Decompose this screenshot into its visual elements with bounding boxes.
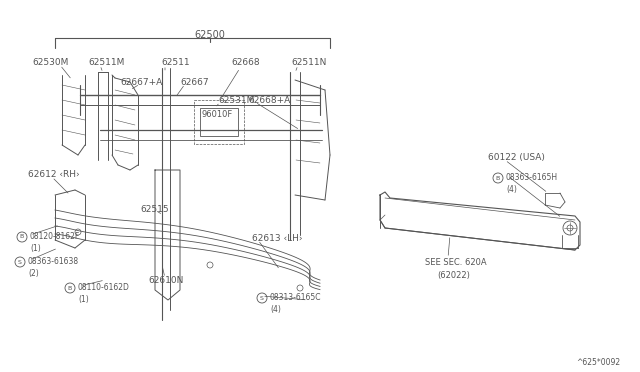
Text: 08313-6165C: 08313-6165C — [270, 293, 321, 302]
Text: 08363-6165H: 08363-6165H — [506, 173, 558, 182]
Text: (1): (1) — [78, 295, 89, 304]
Text: (62022): (62022) — [437, 271, 470, 280]
Text: (2): (2) — [28, 269, 39, 278]
Text: 62511: 62511 — [161, 58, 189, 67]
Text: ^625*0092: ^625*0092 — [576, 358, 620, 367]
Bar — [200, 108, 238, 136]
Text: 62610N: 62610N — [148, 276, 184, 285]
Text: 60122 (USA): 60122 (USA) — [488, 153, 545, 162]
Bar — [194, 100, 244, 144]
Text: 62511M: 62511M — [88, 58, 124, 67]
Text: 08120-8162F: 08120-8162F — [30, 232, 80, 241]
Text: 62531M: 62531M — [218, 96, 254, 105]
Text: (4): (4) — [506, 185, 517, 194]
Text: S: S — [260, 295, 264, 301]
Text: 08110-6162D: 08110-6162D — [78, 283, 130, 292]
Text: 62612 ‹RH›: 62612 ‹RH› — [28, 170, 79, 179]
Text: 96010F: 96010F — [202, 110, 233, 119]
Text: 62515: 62515 — [140, 205, 168, 214]
Text: SEE SEC. 620A: SEE SEC. 620A — [425, 258, 486, 267]
Text: 62668: 62668 — [231, 58, 260, 67]
Text: 08363-61638: 08363-61638 — [28, 257, 79, 266]
Text: 62511N: 62511N — [291, 58, 326, 67]
Text: 62530M: 62530M — [32, 58, 68, 67]
Text: (1): (1) — [30, 244, 41, 253]
Text: (4): (4) — [270, 305, 281, 314]
Text: 62667+A: 62667+A — [120, 78, 163, 87]
Text: B: B — [68, 285, 72, 291]
Text: S: S — [18, 260, 22, 264]
Text: B: B — [496, 176, 500, 180]
Text: 62668+A: 62668+A — [248, 96, 291, 105]
Text: 62613 ‹LH›: 62613 ‹LH› — [252, 234, 303, 243]
Text: 62667: 62667 — [180, 78, 209, 87]
Text: B: B — [20, 234, 24, 240]
Text: 62500: 62500 — [195, 30, 225, 40]
